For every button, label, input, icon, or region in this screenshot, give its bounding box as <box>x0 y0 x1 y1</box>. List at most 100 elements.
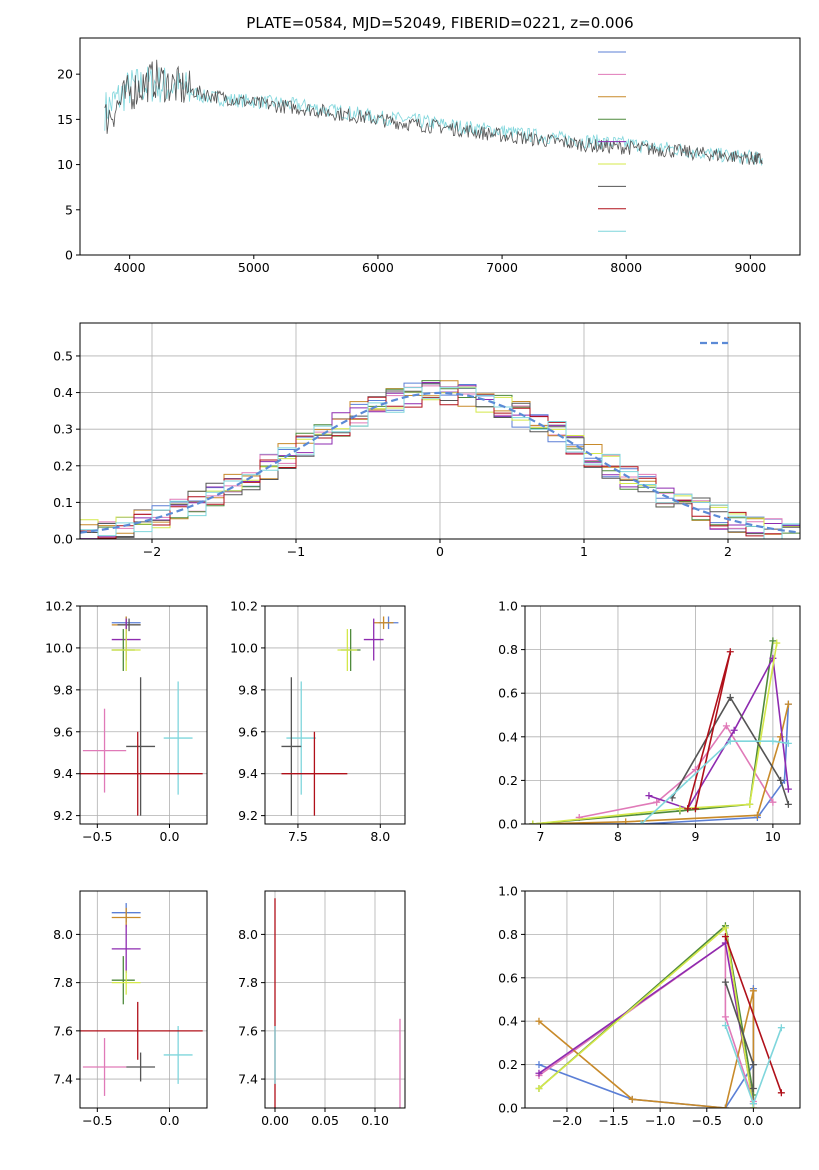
weight_vs_age-marker <box>730 726 738 734</box>
residuals-ytick-label: 0.0 <box>53 532 73 547</box>
spectrum-xtick-label: 5000 <box>238 260 270 275</box>
residuals-xtick-label: 0 <box>436 544 444 559</box>
spectrum-ytick-label: 10 <box>57 157 73 172</box>
age_vs_mass-frame <box>264 605 406 825</box>
weight_vs_Z-ytick-label: 0.8 <box>498 927 518 942</box>
weight_vs_age-marker <box>769 798 777 806</box>
weight_vs_age-ytick-label: 0.0 <box>498 817 518 832</box>
age_vs_Z-ytick-label: 9.6 <box>53 724 73 739</box>
weight_vs_Z-frame <box>524 890 801 1109</box>
mass_vs_ebv-xtick-label: 0.05 <box>311 1113 339 1128</box>
weight_vs_Z-marker <box>721 1104 729 1108</box>
weight_vs_Z-marker <box>535 1017 543 1025</box>
weight_vs_age-marker <box>769 737 777 745</box>
weight_vs_age-marker <box>777 776 785 784</box>
mass_vs_Z-xtick-label: −0.5 <box>82 1113 112 1128</box>
weight_vs_age-marker <box>769 654 777 662</box>
weight_vs_Z-xtick-label: 0.0 <box>743 1113 763 1128</box>
weight_vs_age-ytick-label: 0.8 <box>498 642 518 657</box>
weight_vs_age-ytick-label: 0.2 <box>498 773 518 788</box>
weight_vs_Z-ytick-label: 0.6 <box>498 970 518 985</box>
spectrum-xtick-label: 8000 <box>610 260 642 275</box>
weight_vs_Z-marker <box>535 1084 543 1092</box>
weight_vs_age-marker <box>691 805 699 813</box>
spectrum-ytick-label: 0 <box>65 248 73 263</box>
weight_vs_Z-marker <box>721 924 729 932</box>
age_vs_mass-ytick-label: 9.2 <box>238 808 258 823</box>
weight_vs_Z-series-line <box>538 924 755 1096</box>
mass_vs_ebv-ytick-label: 7.4 <box>238 1072 258 1087</box>
weight_vs_Z-series-line <box>538 990 755 1108</box>
weight_vs_Z-marker <box>535 1061 543 1069</box>
residuals-ytick-label: 0.5 <box>53 348 73 363</box>
normal-curve <box>80 391 800 534</box>
weight_vs_age-marker <box>653 798 661 806</box>
spectrum-series-line <box>104 66 763 166</box>
weight_vs_age-ytick-label: 0.4 <box>498 729 518 744</box>
weight_vs_Z-xtick-label: −1.5 <box>598 1113 628 1128</box>
weight_vs_age-marker <box>773 639 781 647</box>
spectrum-ytick-label: 5 <box>65 202 73 217</box>
weight_vs_age-marker <box>726 737 734 745</box>
weight_vs_age-series-line <box>532 642 778 824</box>
residuals-plot-area <box>80 380 800 539</box>
weight_vs_age-marker <box>676 805 684 813</box>
residuals-ytick-label: 0.3 <box>53 422 73 437</box>
figure-title: PLATE=0584, MJD=52049, FIBERID=0221, z=0… <box>246 14 633 32</box>
spectrum-series-line <box>104 59 763 165</box>
weight_vs_age-marker <box>784 785 792 793</box>
age_vs_Z-ytick-label: 9.8 <box>53 682 73 697</box>
residuals-xtick-label: 2 <box>724 544 732 559</box>
weight_vs_Z-xtick-label: −2.0 <box>552 1113 582 1128</box>
weight_vs_age-marker <box>726 694 734 702</box>
weight_vs_age-marker <box>769 637 777 645</box>
residuals-xtick-label: 1 <box>580 544 588 559</box>
mass_vs_Z-ytick-label: 7.8 <box>53 975 73 990</box>
age_vs_Z-frame <box>79 605 208 825</box>
mass_vs_ebv-chart: 0.00 0.05 0.10 7.4 7.6 7.8 8.0 <box>238 890 406 1128</box>
weight_vs_age-series-line <box>532 640 774 824</box>
residuals-xtick-label: −1 <box>287 544 305 559</box>
residuals-ytick-label: 0.4 <box>53 385 73 400</box>
weight_vs_age-xtick-label: 9 <box>691 829 699 844</box>
spectrum-xtick-label: 7000 <box>486 260 518 275</box>
mass_vs_Z-ytick-label: 7.6 <box>53 1023 73 1038</box>
age_vs_mass-plot-area <box>281 616 399 816</box>
weight_vs_Z-series-line <box>538 926 755 1108</box>
mass_vs_ebv-ytick-label: 7.8 <box>238 975 258 990</box>
weight_vs_Z-marker <box>777 1024 785 1032</box>
weight_vs_age-marker <box>746 800 754 808</box>
mass_vs_Z-xtick-label: 0.0 <box>160 1113 180 1128</box>
weight_vs_age-marker <box>529 820 537 824</box>
weight_vs_Z-series-line <box>538 941 755 1102</box>
weight_vs_Z-ytick-label: 0.2 <box>498 1057 518 1072</box>
weight_vs_Z-marker <box>721 1022 729 1030</box>
weight_vs_Z-xtick-label: −1.0 <box>645 1113 675 1128</box>
weight_vs_Z-marker <box>777 1089 785 1097</box>
mass_vs_Z-ytick-label: 8.0 <box>53 927 73 942</box>
weight_vs_Z-ytick-label: 1.0 <box>498 884 518 899</box>
weight_vs_age-xtick-label: 8 <box>614 829 622 844</box>
weight_vs_Z-marker <box>628 1095 636 1103</box>
age_vs_Z-xtick-label: −0.5 <box>82 829 112 844</box>
age_vs_Z-plot-area <box>80 616 203 816</box>
weight_vs_age-marker <box>784 739 792 747</box>
age_vs_mass-ytick-label: 9.8 <box>238 682 258 697</box>
spectrum-xtick-label: 9000 <box>734 260 766 275</box>
age_vs_Z-ytick-label: 10.0 <box>45 640 73 655</box>
spectrum-frame <box>79 37 801 256</box>
mass_vs_Z-ytick-label: 7.4 <box>53 1072 73 1087</box>
spectrum-xtick-label: 4000 <box>114 260 146 275</box>
weight_vs_age-series-line <box>640 740 789 824</box>
age_vs_Z-ytick-label: 9.2 <box>53 808 73 823</box>
weight_vs_Z-marker <box>721 933 729 941</box>
age_vs_mass-xtick-label: 8.0 <box>370 829 390 844</box>
weight_vs_Z-ytick-label: 0.0 <box>498 1101 518 1116</box>
weight_vs_Z-marker <box>749 1084 757 1092</box>
weight_vs_age-ytick-label: 0.6 <box>498 686 518 701</box>
residuals-ytick-label: 0.1 <box>53 495 73 510</box>
weight_vs_age-series-line <box>671 696 790 805</box>
weight_vs_Z-marker <box>749 1100 757 1108</box>
weight_vs_age-frame <box>524 605 801 825</box>
age_vs_mass-ytick-label: 10.0 <box>230 640 258 655</box>
